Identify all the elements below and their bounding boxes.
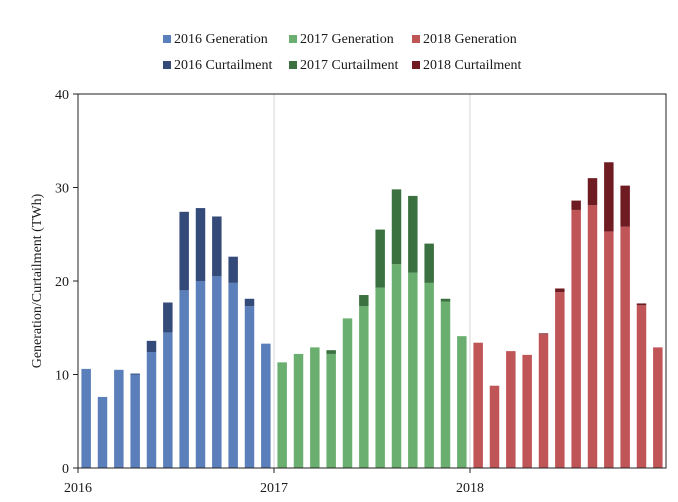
bar-curtailment-2017-09 (408, 195, 418, 273)
bar-curtailment-2017-06 (359, 295, 369, 307)
x-tick-label-0: 2016 (64, 481, 92, 496)
bar-generation-2016-01 (81, 368, 91, 468)
bar-generation-2018-11 (636, 305, 647, 468)
y-tick-label-10: 10 (55, 369, 69, 384)
bar-curtailment-2017-10 (424, 243, 434, 283)
bar-generation-2017-04 (326, 353, 336, 468)
x-tick-label-1: 2017 (260, 481, 288, 496)
bar-curtailment-2016-07 (179, 211, 189, 291)
bar-generation-2018-04 (522, 354, 532, 468)
bar-generation-2016-12 (261, 343, 271, 468)
bar-generation-2018-05 (538, 334, 549, 468)
legend-swatch-0 (163, 35, 171, 43)
bar-generation-2017-05 (342, 318, 353, 468)
bar-generation-2016-11 (244, 306, 255, 468)
bar-generation-2017-01 (277, 362, 287, 468)
x-axis: 2016 2017 2018 (64, 468, 484, 496)
bar-curtailment-2018-05 (538, 333, 549, 335)
bar-generation-2017-08 (391, 264, 402, 468)
y-tick-label-0: 0 (62, 462, 69, 477)
bar-generation-2018-03 (506, 351, 516, 468)
bar-generation-2016-02 (97, 396, 108, 468)
legend-swatch-4 (289, 61, 297, 69)
bar-generation-2018-08 (587, 205, 598, 468)
legend-swatch-1 (289, 35, 297, 43)
legend-label-3: 2016 Curtailment (174, 58, 272, 73)
bar-curtailment-2016-06 (163, 302, 173, 333)
bar-generation-2018-02 (489, 385, 500, 468)
bar-generation-2017-10 (424, 282, 434, 468)
x-tick-label-2: 2018 (456, 481, 484, 496)
bar-curtailment-2018-10 (620, 185, 630, 227)
bar-curtailment-2017-11 (440, 298, 451, 302)
bar-generation-2017-11 (440, 301, 451, 468)
bar-curtailment-2017-07 (375, 229, 385, 288)
bars (81, 162, 663, 468)
y-axis-title: Generation/Curtailment (TWh) (30, 193, 45, 368)
bar-curtailment-2016-09 (212, 216, 222, 277)
legend-label-4: 2017 Curtailment (300, 58, 398, 73)
bar-generation-2018-12 (653, 347, 663, 468)
bar-curtailment-2016-08 (195, 208, 206, 281)
bar-generation-2016-04 (130, 374, 140, 468)
y-tick-label-40: 40 (55, 88, 69, 103)
legend-swatch-5 (412, 61, 420, 69)
bar-generation-2016-05 (146, 352, 157, 468)
bar-curtailment-2016-04 (130, 373, 140, 375)
bar-generation-2018-06 (555, 292, 565, 468)
bar-generation-2017-03 (310, 347, 320, 468)
legend-label-2: 2018 Generation (423, 32, 517, 47)
bar-generation-2016-10 (228, 282, 238, 468)
bar-generation-2018-09 (604, 231, 614, 468)
legend-swatch-3 (163, 61, 171, 69)
gridlines (273, 94, 471, 468)
y-tick-label-30: 30 (55, 182, 69, 197)
bar-generation-2017-12 (457, 336, 467, 468)
bar-generation-2016-03 (114, 369, 124, 468)
legend: 2016 Generation 2017 Generation 2018 Gener… (163, 32, 521, 73)
bar-curtailment-2018-06 (555, 288, 565, 293)
legend-swatch-2 (412, 35, 420, 43)
bar-curtailment-2018-08 (587, 178, 598, 206)
bar-generation-2017-09 (408, 272, 418, 468)
bar-curtailment-2016-05 (146, 340, 157, 353)
bar-curtailment-2016-11 (244, 298, 255, 307)
y-axis: 0 10 20 30 40 (55, 88, 78, 477)
legend-label-0: 2016 Generation (174, 32, 268, 47)
y-tick-label-20: 20 (55, 275, 69, 290)
bar-curtailment-2017-08 (391, 189, 402, 265)
bar-generation-2018-07 (571, 209, 581, 468)
legend-label-5: 2018 Curtailment (423, 58, 521, 73)
bar-curtailment-2017-04 (326, 350, 336, 354)
bar-generation-2017-06 (359, 306, 369, 468)
bar-generation-2016-06 (163, 332, 173, 468)
bar-generation-2016-08 (195, 281, 206, 468)
bar-generation-2018-10 (620, 226, 630, 468)
bar-generation-2016-07 (179, 290, 189, 468)
bar-generation-2017-07 (375, 287, 385, 468)
bar-generation-2018-01 (473, 342, 483, 468)
bar-generation-2016-09 (212, 276, 222, 468)
legend-label-1: 2017 Generation (300, 32, 394, 47)
bar-curtailment-2018-09 (604, 162, 614, 232)
bar-curtailment-2018-07 (571, 200, 581, 210)
bar-generation-2017-02 (293, 353, 304, 468)
bar-curtailment-2016-10 (228, 256, 238, 283)
bar-curtailment-2018-11 (636, 303, 647, 306)
